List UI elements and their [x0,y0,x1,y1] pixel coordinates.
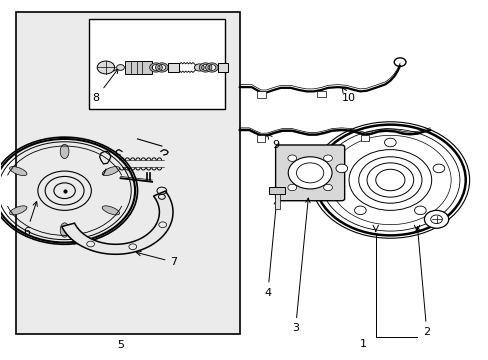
Bar [168,63,179,72]
Text: 2: 2 [415,227,429,337]
Bar [257,91,265,98]
Text: 7: 7 [136,251,177,267]
FancyBboxPatch shape [275,145,344,201]
Text: 3: 3 [291,198,309,333]
Text: 1: 1 [359,339,366,348]
Ellipse shape [10,167,27,176]
Circle shape [129,244,136,249]
Bar [274,194,279,208]
Circle shape [287,157,331,189]
Circle shape [86,241,94,247]
Text: 4: 4 [264,200,278,297]
Wedge shape [205,63,218,72]
Ellipse shape [10,206,27,215]
Circle shape [323,155,332,161]
Wedge shape [155,63,168,72]
Ellipse shape [60,144,69,158]
Circle shape [335,164,347,173]
Bar [89,19,224,109]
Circle shape [354,206,366,215]
Circle shape [287,155,296,161]
Ellipse shape [102,167,120,176]
Circle shape [287,184,296,191]
Text: 8: 8 [92,69,118,103]
Ellipse shape [60,223,69,237]
Bar [269,187,285,194]
Circle shape [424,210,448,228]
Wedge shape [149,63,162,72]
Ellipse shape [102,206,120,215]
Bar [217,63,228,72]
Text: 5: 5 [117,340,124,350]
Wedge shape [199,63,211,72]
Text: 9: 9 [267,134,279,150]
Circle shape [97,61,115,74]
Circle shape [116,64,124,70]
Text: 6: 6 [23,202,37,237]
Bar [256,135,265,142]
Circle shape [194,64,203,71]
Circle shape [432,164,444,173]
Bar [360,135,369,141]
Circle shape [384,138,395,147]
Circle shape [414,206,426,215]
Polygon shape [61,191,173,254]
Bar [316,91,325,97]
Bar [125,61,152,74]
Circle shape [159,222,166,228]
Circle shape [323,184,332,191]
Bar [16,12,239,334]
Text: 10: 10 [341,87,355,103]
